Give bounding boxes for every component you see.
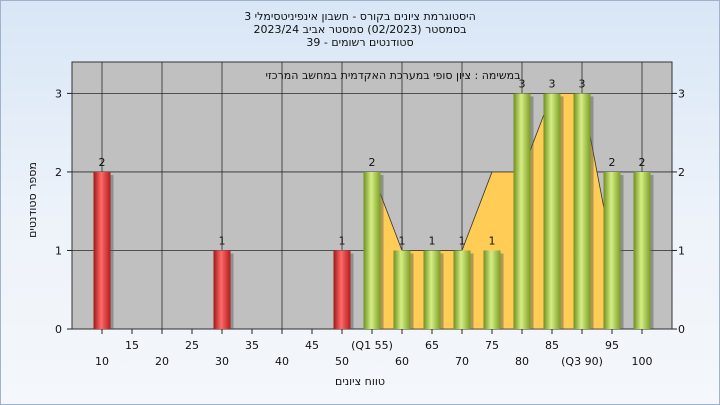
- y-tick-label-right: 2: [678, 166, 685, 179]
- x-tick-label-lower: 100: [632, 355, 653, 368]
- bar-value-label: 3: [549, 77, 556, 90]
- chart-subtitle: במשימה : ציון סופי במערכת האקדמית במחשב …: [266, 69, 521, 82]
- y-axis-title: מספר סטודנטים: [26, 162, 39, 238]
- x-tick-label-lower: 10: [95, 355, 109, 368]
- bar-value-label: 3: [579, 77, 586, 90]
- y-tick-label-right: 0: [678, 323, 685, 336]
- x-tick-label-upper: 25: [185, 339, 199, 352]
- bar-value-label: 1: [219, 234, 226, 247]
- bar-65: [423, 250, 441, 329]
- x-tick-label-upper: 65: [425, 339, 439, 352]
- bars-layer: [93, 93, 654, 329]
- bar-10: [93, 171, 111, 329]
- x-tick-label-lower: 50: [335, 355, 349, 368]
- bar-value-label: 1: [489, 234, 496, 247]
- bar-30: [213, 250, 231, 329]
- bar-80: [513, 93, 531, 329]
- x-tick-label-upper: 45: [305, 339, 319, 352]
- y-tick-label: 2: [55, 166, 62, 179]
- x-tick-label-upper: 15: [125, 339, 139, 352]
- bar-60: [393, 250, 411, 329]
- x-tick-label-upper: 85: [545, 339, 559, 352]
- bar-70: [453, 250, 471, 329]
- value-labels: 2 1 1 2 1 1 1 1 3 3 3 2 2: [99, 77, 646, 247]
- x-tick-label-upper: 75: [485, 339, 499, 352]
- title-line-2: בסמסטר (02/2023) סמסטר אביב 2023/24: [253, 23, 467, 36]
- bar-90: [573, 93, 591, 329]
- x-tick-label-lower: (Q3 90): [561, 355, 603, 368]
- bar-value-label: 2: [639, 156, 646, 169]
- x-tick-label-upper: 95: [605, 339, 619, 352]
- x-tick-label-lower: 40: [275, 355, 289, 368]
- y-tick-label-right: 3: [678, 87, 685, 100]
- x-tick-label-lower: 60: [395, 355, 409, 368]
- bar-95: [603, 171, 621, 329]
- bar-value-label: 1: [399, 234, 406, 247]
- bar-85: [543, 93, 561, 329]
- y-tick-label: 0: [55, 323, 62, 336]
- x-tick-label-lower: 20: [155, 355, 169, 368]
- y-axis-left: 0 1 2 3: [55, 87, 72, 336]
- y-tick-label: 1: [55, 244, 62, 257]
- bar-55: [363, 171, 381, 329]
- chart-title: היסטוגרמת ציונים בקורס - חשבון אינפיניטס…: [0, 10, 720, 49]
- x-tick-label-lower: 30: [215, 355, 229, 368]
- bar-value-label: 2: [609, 156, 616, 169]
- bar-value-label: 2: [369, 156, 376, 169]
- x-tick-label-upper: (Q1 55): [351, 339, 393, 352]
- bar-value-label: 2: [99, 156, 106, 169]
- bar-value-label: 3: [519, 77, 526, 90]
- title-line-3: סטודנטים רשומים - 39: [306, 36, 414, 49]
- bar-value-label: 1: [459, 234, 466, 247]
- y-axis-right: 0 1 2 3: [672, 87, 685, 336]
- x-axis-title: טווח ציונים: [335, 375, 385, 388]
- bar-75: [483, 250, 501, 329]
- bar-value-label: 1: [429, 234, 436, 247]
- x-tick-label-upper: 35: [245, 339, 259, 352]
- bar-value-label: 1: [339, 234, 346, 247]
- y-tick-label: 3: [55, 87, 62, 100]
- bar-100: [633, 171, 651, 329]
- x-axis: 15 25 35 45 (Q1 55) 65 75 85 95 10 20 30 40 50 60 70 80 (…: [95, 329, 653, 368]
- bar-50: [333, 250, 351, 329]
- x-tick-label-lower: 80: [515, 355, 529, 368]
- title-line-1: היסטוגרמת ציונים בקורס - חשבון אינפיניטס…: [244, 10, 476, 23]
- x-tick-label-lower: 70: [455, 355, 469, 368]
- y-tick-label-right: 1: [678, 244, 685, 257]
